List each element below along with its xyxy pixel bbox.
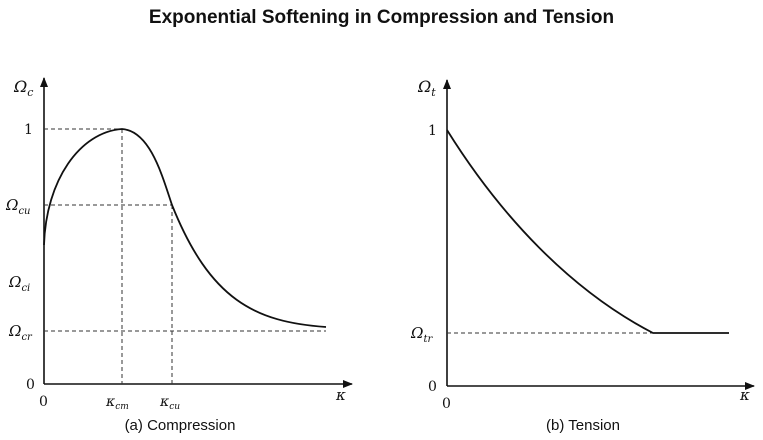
compression-caption: (a) Compression: [125, 417, 236, 434]
compression-omega-cr-label: Ωcr: [8, 322, 33, 343]
tension-omega-tr-label: Ωtr: [410, 324, 433, 345]
tension-y-tick-0: 0: [428, 379, 437, 395]
compression-omega-ci-label: Ωci: [8, 273, 30, 294]
tension-curve: [446, 129, 729, 334]
compression-kappa-cu-label: κcu: [159, 394, 180, 412]
compression-y-tick-1: 1: [24, 122, 33, 138]
tension-x-axis-label: κ: [739, 386, 750, 404]
compression-x-axis-label: κ: [335, 386, 346, 404]
tension-panel: Ωt 1 Ωtr 0 0 κ (b) Tension: [410, 77, 755, 434]
tension-y-tick-1: 1: [428, 123, 437, 139]
compression-y-tick-0: 0: [26, 377, 35, 393]
compression-omega-cu-label: Ωcu: [5, 196, 30, 217]
compression-panel: Ωc 1 Ωcu Ωci Ωcr 0 0 κcm κcu κ (a) Compr…: [5, 77, 353, 434]
compression-x-tick-0: 0: [39, 394, 48, 410]
tension-caption: (b) Tension: [546, 417, 620, 434]
tension-x-tick-0: 0: [442, 396, 451, 412]
compression-y-axis-label: Ωc: [13, 77, 33, 99]
compression-curve: [43, 128, 327, 328]
tension-y-axis-label: Ωt: [417, 77, 436, 99]
compression-kappa-cm-label: κcm: [105, 394, 129, 412]
figure-title: Exponential Softening in Compression and…: [148, 7, 615, 28]
